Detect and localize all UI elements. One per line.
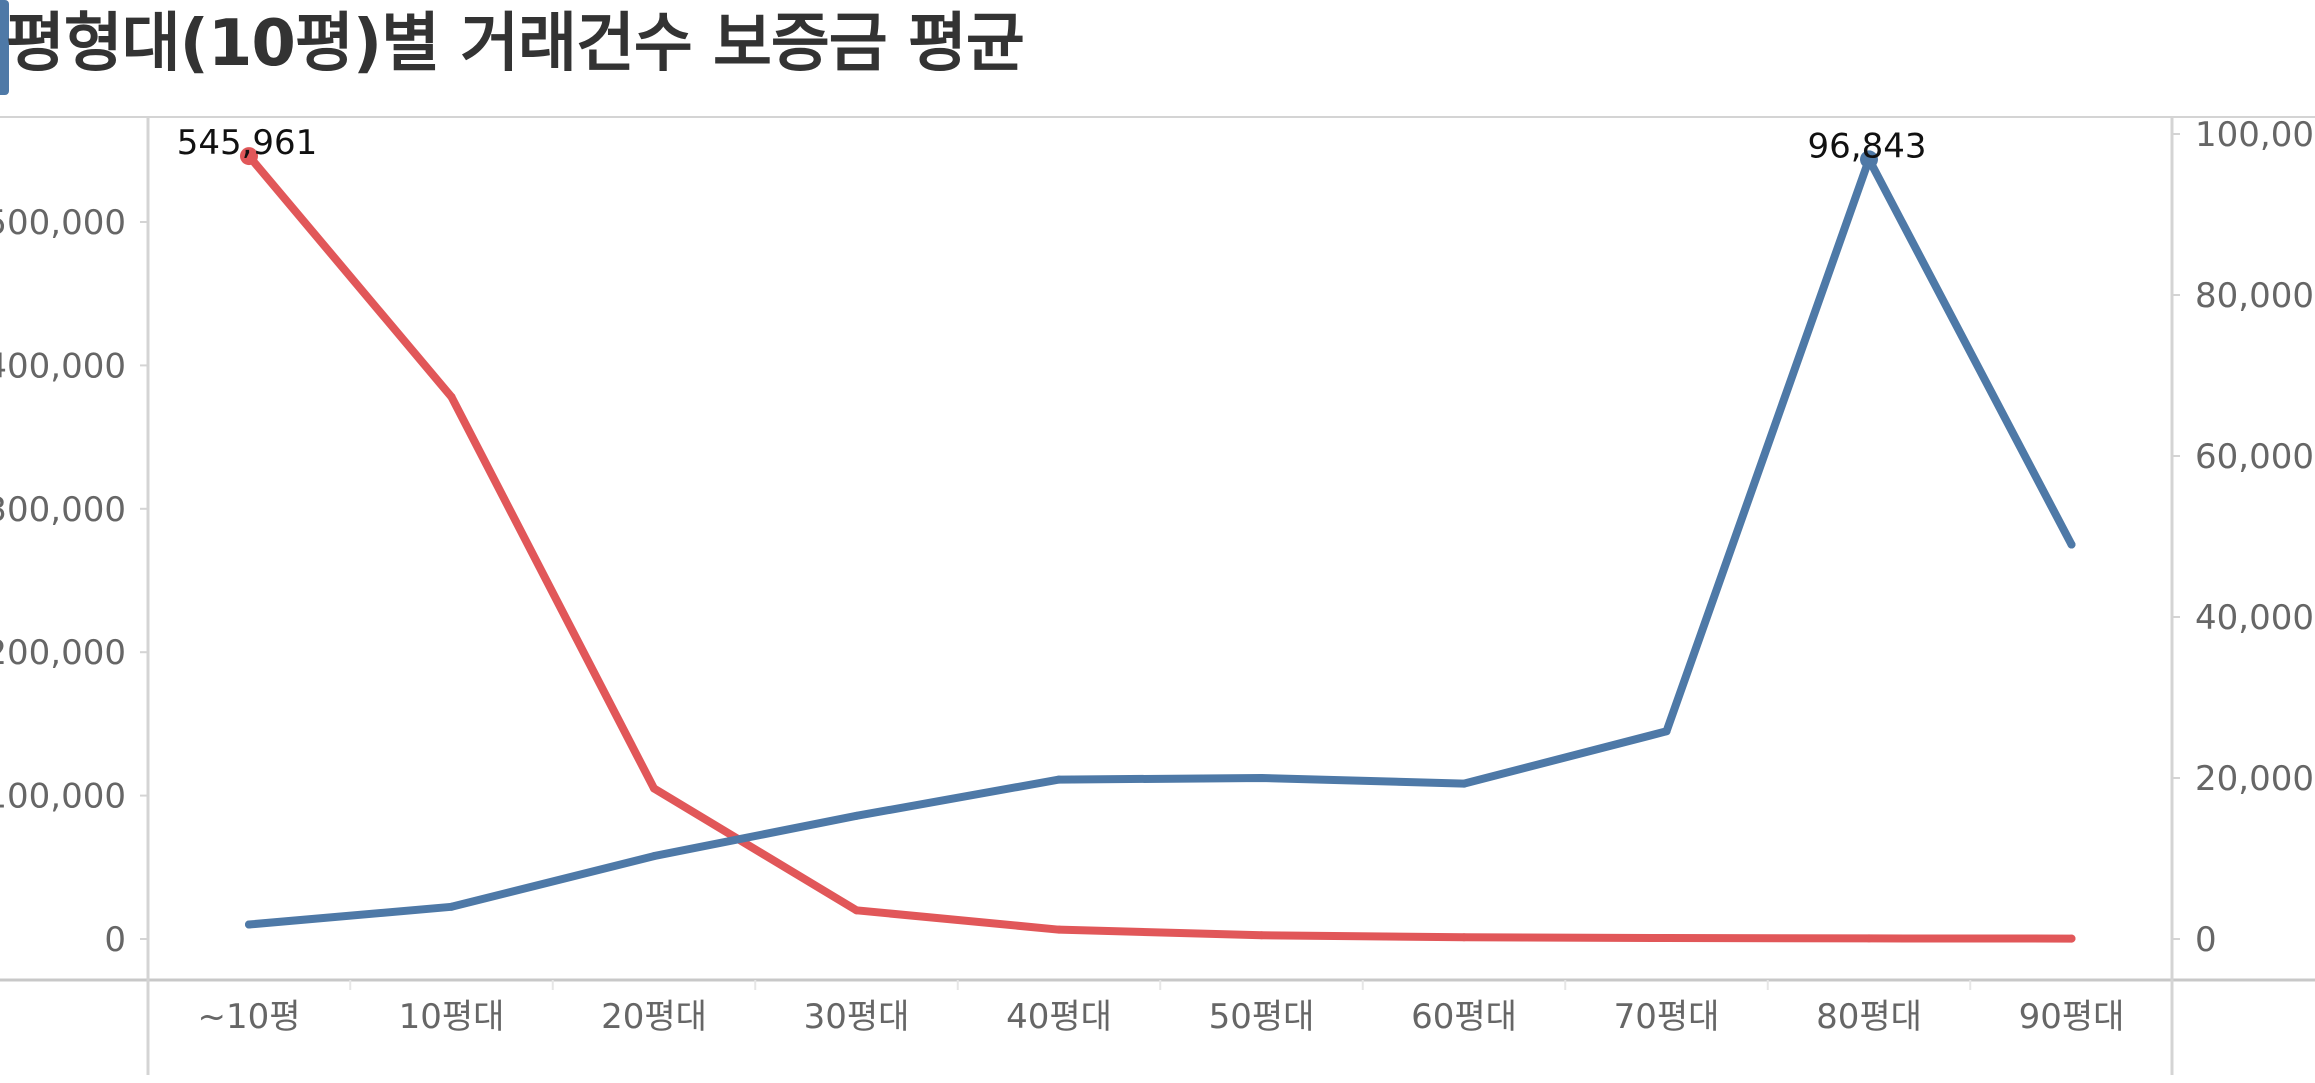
right-tick-label: 100,000	[2195, 115, 2315, 155]
right-tick-label: 80,000	[2195, 276, 2314, 316]
left-tick-label: 100,000	[0, 777, 126, 817]
series-1-point	[245, 920, 253, 929]
data-labels: 545,961 96,843	[177, 123, 1927, 169]
category-label: 70평대	[1614, 997, 1720, 1037]
data-label: 96,843	[1808, 126, 1927, 166]
left-tick-label: 500,000	[0, 203, 126, 243]
title-accent-bar	[0, 0, 9, 95]
series-0-point	[1865, 934, 1873, 943]
series-line-1	[245, 155, 2076, 929]
series-1-point	[1257, 774, 1266, 782]
category-label: 20평대	[601, 997, 707, 1037]
series-1-point	[650, 852, 658, 861]
category-label: 50평대	[1209, 997, 1315, 1037]
data-label: 545,961	[177, 123, 318, 163]
right-axis-ticks: 0 20,000 40,000 60,000 80,000 100,000	[2172, 115, 2315, 960]
right-tick-label: 0	[2195, 920, 2217, 960]
right-tick-label: 60,000	[2195, 437, 2314, 477]
highlight-point	[240, 147, 258, 166]
left-axis-ticks: 0 100,000 200,000 300,000 400,000 500,000	[0, 203, 148, 960]
series-lines	[245, 152, 2076, 943]
category-label: 90평대	[2019, 997, 2125, 1037]
series-line-0	[245, 152, 2076, 943]
left-tick-label: 300,000	[0, 490, 126, 530]
highlight-point	[1860, 150, 1878, 169]
series-1-point	[1662, 727, 1671, 736]
series-0-point	[1257, 931, 1266, 940]
left-tick-label: 400,000	[0, 346, 126, 386]
series-0-point	[650, 784, 658, 793]
chart-frame	[0, 116, 2315, 1075]
category-label: 30평대	[804, 997, 910, 1037]
category-label: 40평대	[1006, 997, 1112, 1037]
series-0-point	[447, 392, 456, 401]
series-0-point	[1460, 933, 1468, 942]
category-label: ~10평	[197, 997, 300, 1037]
series-0-point	[1662, 933, 1671, 942]
category-axis-ticks: ~10평 10평대 20평대 30평대 40평대 50평대 60평대 70평대 80평대 90평대	[197, 997, 2124, 1037]
series-0-point	[852, 906, 861, 915]
category-label: 10평대	[399, 997, 505, 1037]
series-1-point	[1460, 779, 1468, 788]
series-0-point	[1055, 925, 1063, 934]
series-1-point	[852, 811, 861, 820]
series-1-point	[447, 902, 456, 911]
series-1-point	[1055, 775, 1063, 784]
left-tick-label: 0	[104, 920, 126, 960]
left-tick-label: 200,000	[0, 633, 126, 673]
series-0-point	[2067, 934, 2076, 943]
right-tick-label: 40,000	[2195, 598, 2314, 638]
chart-title: 평형대(10평)별 거래건수 보증금 평균	[6, 7, 1025, 81]
series-1-point	[2067, 540, 2076, 549]
category-label: 80평대	[1816, 997, 1922, 1037]
category-label: 60평대	[1411, 997, 1517, 1037]
right-tick-label: 20,000	[2195, 759, 2314, 799]
